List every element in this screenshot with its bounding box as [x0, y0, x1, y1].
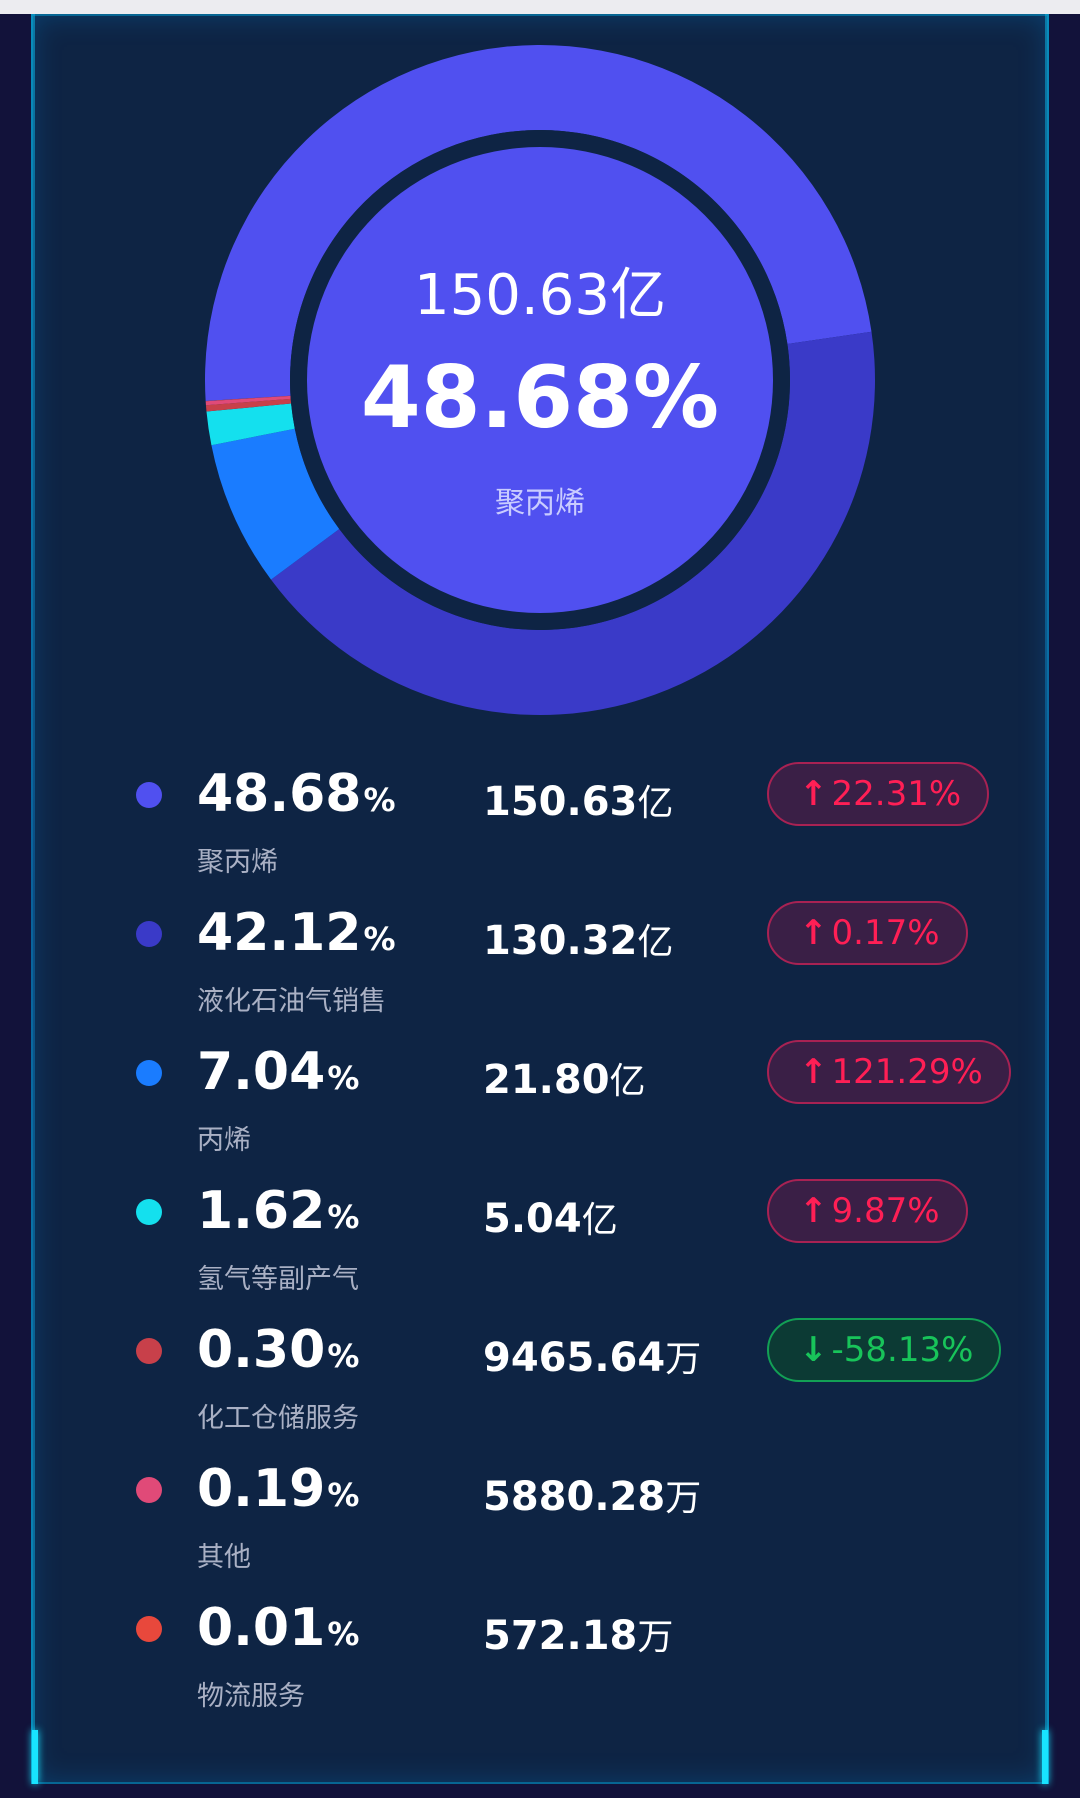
legend-amount-unit: 亿: [581, 1200, 618, 1241]
legend-color-dot: [136, 1199, 162, 1225]
legend-category-name: 物流服务: [197, 1681, 305, 1712]
arrow-up-icon: ↑: [799, 1052, 828, 1092]
legend-category-name: 化工仓储服务: [197, 1403, 359, 1434]
donut-slice-5: [205, 398, 292, 412]
legend-amount: 5.04亿: [483, 1191, 618, 1243]
legend-percent-value: 48.68: [197, 764, 362, 824]
legend-percent-value: 42.12: [197, 903, 362, 963]
legend-row: 0.19% 其他 5880.28万: [0, 1447, 1080, 1586]
legend-percent: 1.62%: [197, 1181, 359, 1241]
legend-row: 0.30% 化工仓储服务 9465.64万 ↓ -58.13%: [0, 1308, 1080, 1447]
legend-amount: 21.80亿: [483, 1052, 646, 1104]
legend-color-dot: [136, 782, 162, 808]
donut-slices: [204, 44, 875, 715]
legend-percent-value: 1.62: [197, 1181, 326, 1241]
right-corner-accent: [1042, 1730, 1048, 1784]
legend-amount: 572.18万: [483, 1608, 673, 1660]
center-category-name: 聚丙烯: [495, 486, 585, 521]
right-edge-glow: [1045, 14, 1049, 1784]
legend-amount-value: 572.18: [483, 1613, 638, 1659]
legend-amount-value: 5880.28: [483, 1474, 666, 1520]
legend-change-value: 22.31%: [831, 774, 962, 814]
donut-chart: [204, 44, 875, 715]
legend-amount-unit: 亿: [637, 783, 674, 824]
legend-category-name: 液化石油气销售: [197, 986, 386, 1017]
legend-percent: 7.04%: [197, 1042, 359, 1102]
legend-amount-unit: 万: [665, 1339, 702, 1380]
legend-percent: 42.12%: [197, 903, 396, 963]
legend-percent-value: 0.30: [197, 1320, 326, 1380]
legend-amount: 150.63亿: [483, 774, 673, 826]
legend-percent: 0.19%: [197, 1459, 359, 1519]
arrow-up-icon: ↑: [799, 1191, 828, 1231]
legend-row: 48.68% 聚丙烯 150.63亿 ↑ 22.31%: [0, 752, 1080, 891]
legend-color-dot: [136, 1060, 162, 1086]
donut-slice-7: [205, 395, 291, 402]
legend-color-dot: [136, 1338, 162, 1364]
legend-percent-unit: %: [363, 920, 396, 958]
legend-percent-value: 0.19: [197, 1459, 326, 1519]
left-edge-glow: [31, 14, 35, 1784]
legend-amount: 5880.28万: [483, 1469, 701, 1521]
center-amount: 150.63亿: [414, 263, 666, 328]
legend-amount-unit: 亿: [637, 922, 674, 963]
legend-category-name: 其他: [197, 1542, 251, 1573]
donut-slice-4: [206, 403, 295, 446]
legend-amount-value: 9465.64: [483, 1335, 666, 1381]
legend-category-name: 氢气等副产气: [197, 1264, 359, 1295]
legend-color-dot: [136, 1477, 162, 1503]
legend-amount-value: 150.63: [483, 779, 638, 825]
legend-amount: 130.32亿: [483, 913, 673, 965]
arrow-down-icon: ↓: [799, 1330, 828, 1370]
legend-percent-value: 7.04: [197, 1042, 326, 1102]
legend-amount: 9465.64万: [483, 1330, 701, 1382]
donut-slice-1: [204, 44, 872, 402]
legend-amount-unit: 万: [665, 1478, 702, 1519]
legend-color-dot: [136, 921, 162, 947]
legend-amount-value: 130.32: [483, 918, 638, 964]
legend-percent: 48.68%: [197, 764, 396, 824]
legend-percent: 0.30%: [197, 1320, 359, 1380]
left-corner-accent: [32, 1730, 38, 1784]
center-percent: 48.68%: [360, 348, 720, 448]
legend-change-value: 0.17%: [831, 913, 940, 953]
donut-slice-3: [211, 428, 340, 580]
legend-percent: 0.01%: [197, 1598, 359, 1658]
legend-row: 42.12% 液化石油气销售 130.32亿 ↑ 0.17%: [0, 891, 1080, 1030]
legend-change-value: 121.29%: [831, 1052, 983, 1092]
legend-color-dot: [136, 1616, 162, 1642]
legend-change-badge: ↑ 0.17%: [767, 901, 968, 965]
legend-row: 1.62% 氢气等副产气 5.04亿 ↑ 9.87%: [0, 1169, 1080, 1308]
legend-category-name: 丙烯: [197, 1125, 251, 1156]
legend-percent-unit: %: [363, 781, 396, 819]
legend-amount-unit: 亿: [609, 1061, 646, 1102]
legend-amount-value: 5.04: [483, 1196, 582, 1242]
legend-amount-unit: 万: [637, 1617, 674, 1658]
top-status-strip: [0, 0, 1080, 14]
legend-percent-unit: %: [327, 1615, 360, 1653]
legend-change-value: 9.87%: [831, 1191, 940, 1231]
legend-percent-unit: %: [327, 1476, 360, 1514]
legend-amount-value: 21.80: [483, 1057, 610, 1103]
donut-slice-2: [271, 331, 875, 715]
legend-row: 7.04% 丙烯 21.80亿 ↑ 121.29%: [0, 1030, 1080, 1169]
legend-percent-unit: %: [327, 1059, 360, 1097]
legend-row: 0.01% 物流服务 572.18万: [0, 1586, 1080, 1725]
legend-change-value: -58.13%: [831, 1330, 974, 1370]
legend-percent-unit: %: [327, 1198, 360, 1236]
donut-slice-6: [205, 395, 291, 406]
arrow-up-icon: ↑: [799, 774, 828, 814]
donut-center-disc: [307, 147, 773, 613]
arrow-up-icon: ↑: [799, 913, 828, 953]
legend-percent-value: 0.01: [197, 1598, 326, 1658]
legend-change-badge: ↑ 121.29%: [767, 1040, 1011, 1104]
legend-change-badge: ↑ 22.31%: [767, 762, 990, 826]
legend-change-badge: ↑ 9.87%: [767, 1179, 968, 1243]
legend-change-badge: ↓ -58.13%: [767, 1318, 1002, 1382]
legend-percent-unit: %: [327, 1337, 360, 1375]
legend-category-name: 聚丙烯: [197, 847, 278, 878]
